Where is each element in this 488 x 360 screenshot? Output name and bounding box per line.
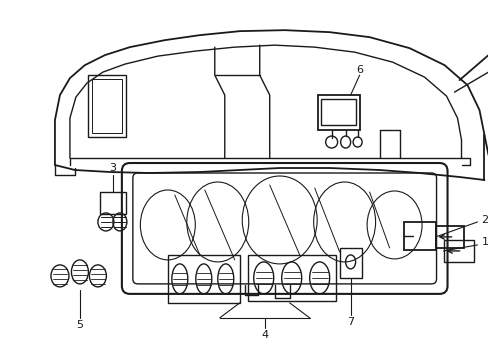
Bar xyxy=(88,75,125,137)
Bar xyxy=(435,226,463,248)
Bar xyxy=(339,248,361,278)
Bar xyxy=(167,255,239,303)
Text: 2: 2 xyxy=(481,215,488,225)
Text: 5: 5 xyxy=(76,320,83,330)
Text: 4: 4 xyxy=(261,330,268,340)
Bar xyxy=(403,222,435,250)
Bar xyxy=(317,95,359,130)
Bar xyxy=(247,255,335,301)
Text: 6: 6 xyxy=(355,65,363,75)
Text: 7: 7 xyxy=(346,317,353,327)
Text: 3: 3 xyxy=(109,163,116,173)
Bar xyxy=(92,79,122,133)
Bar xyxy=(320,99,355,125)
Bar xyxy=(100,192,125,214)
Text: 1: 1 xyxy=(481,237,488,247)
Bar xyxy=(443,240,472,262)
